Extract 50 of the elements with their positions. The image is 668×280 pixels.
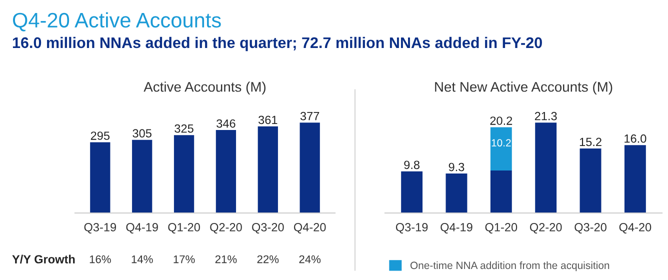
text: Q4-20 Active Accounts: [12, 12, 221, 32]
x-tick-label: Q3-20: [574, 223, 606, 234]
text: 22%: [257, 255, 279, 264]
total-label: 9.3: [448, 162, 464, 172]
data-label: 295: [90, 132, 110, 140]
text: 24%: [299, 255, 321, 264]
chart-title: Active Accounts (M): [144, 82, 266, 95]
x-tick-label: Q4-19: [440, 223, 472, 234]
bar: [132, 140, 152, 213]
text: 14%: [132, 255, 153, 264]
text: Y/Y Growth: [12, 254, 75, 264]
text: 16.0 million NNAs added in the quarter; 72.7 million NNAs added in FY-20: [12, 36, 542, 52]
x-tick-label: Q4-19: [126, 223, 158, 234]
x-tick-label: Q4-20: [619, 223, 652, 234]
bar: [174, 135, 194, 213]
x-tick-label: Q3-19: [396, 223, 428, 234]
x-tick-label: Q1-20: [485, 223, 518, 234]
bar: [535, 122, 557, 213]
x-tick-label: Q1-20: [168, 223, 200, 234]
x-tick-label: Q2-20: [210, 223, 242, 234]
bar: [401, 171, 423, 213]
bar: [216, 130, 236, 213]
text: 21%: [215, 255, 237, 264]
total-label: 20.2: [490, 116, 512, 125]
bar: [490, 127, 512, 171]
text: 17%: [174, 255, 195, 264]
data-label: 325: [174, 124, 194, 133]
data-label: 377: [300, 112, 320, 120]
text: 16%: [90, 255, 111, 264]
x-tick-label: Q2-20: [530, 223, 562, 234]
total-label: 21.3: [534, 112, 557, 120]
data-label: 361: [258, 116, 278, 124]
bar: [446, 174, 468, 213]
bar: [90, 142, 110, 213]
legend-label: One-time NNA addition from the acquisition: [410, 261, 610, 272]
bar: [580, 148, 602, 213]
total-label: 15.2: [580, 138, 602, 146]
x-tick-label: Q4-20: [294, 223, 326, 234]
bar: [258, 126, 278, 213]
bar: [300, 122, 320, 213]
x-tick-label: Q3-19: [84, 223, 116, 234]
data-label: 305: [132, 129, 152, 138]
data-label: 346: [216, 119, 236, 128]
total-label: 9.8: [404, 160, 420, 170]
x-tick-label: Q3-20: [252, 223, 284, 234]
bar: [490, 170, 512, 213]
bar: [624, 145, 646, 213]
total-label: 16.0: [624, 134, 646, 143]
data-label: 10.2: [492, 139, 511, 147]
chart-title: Net New Active Accounts (M): [435, 82, 612, 95]
